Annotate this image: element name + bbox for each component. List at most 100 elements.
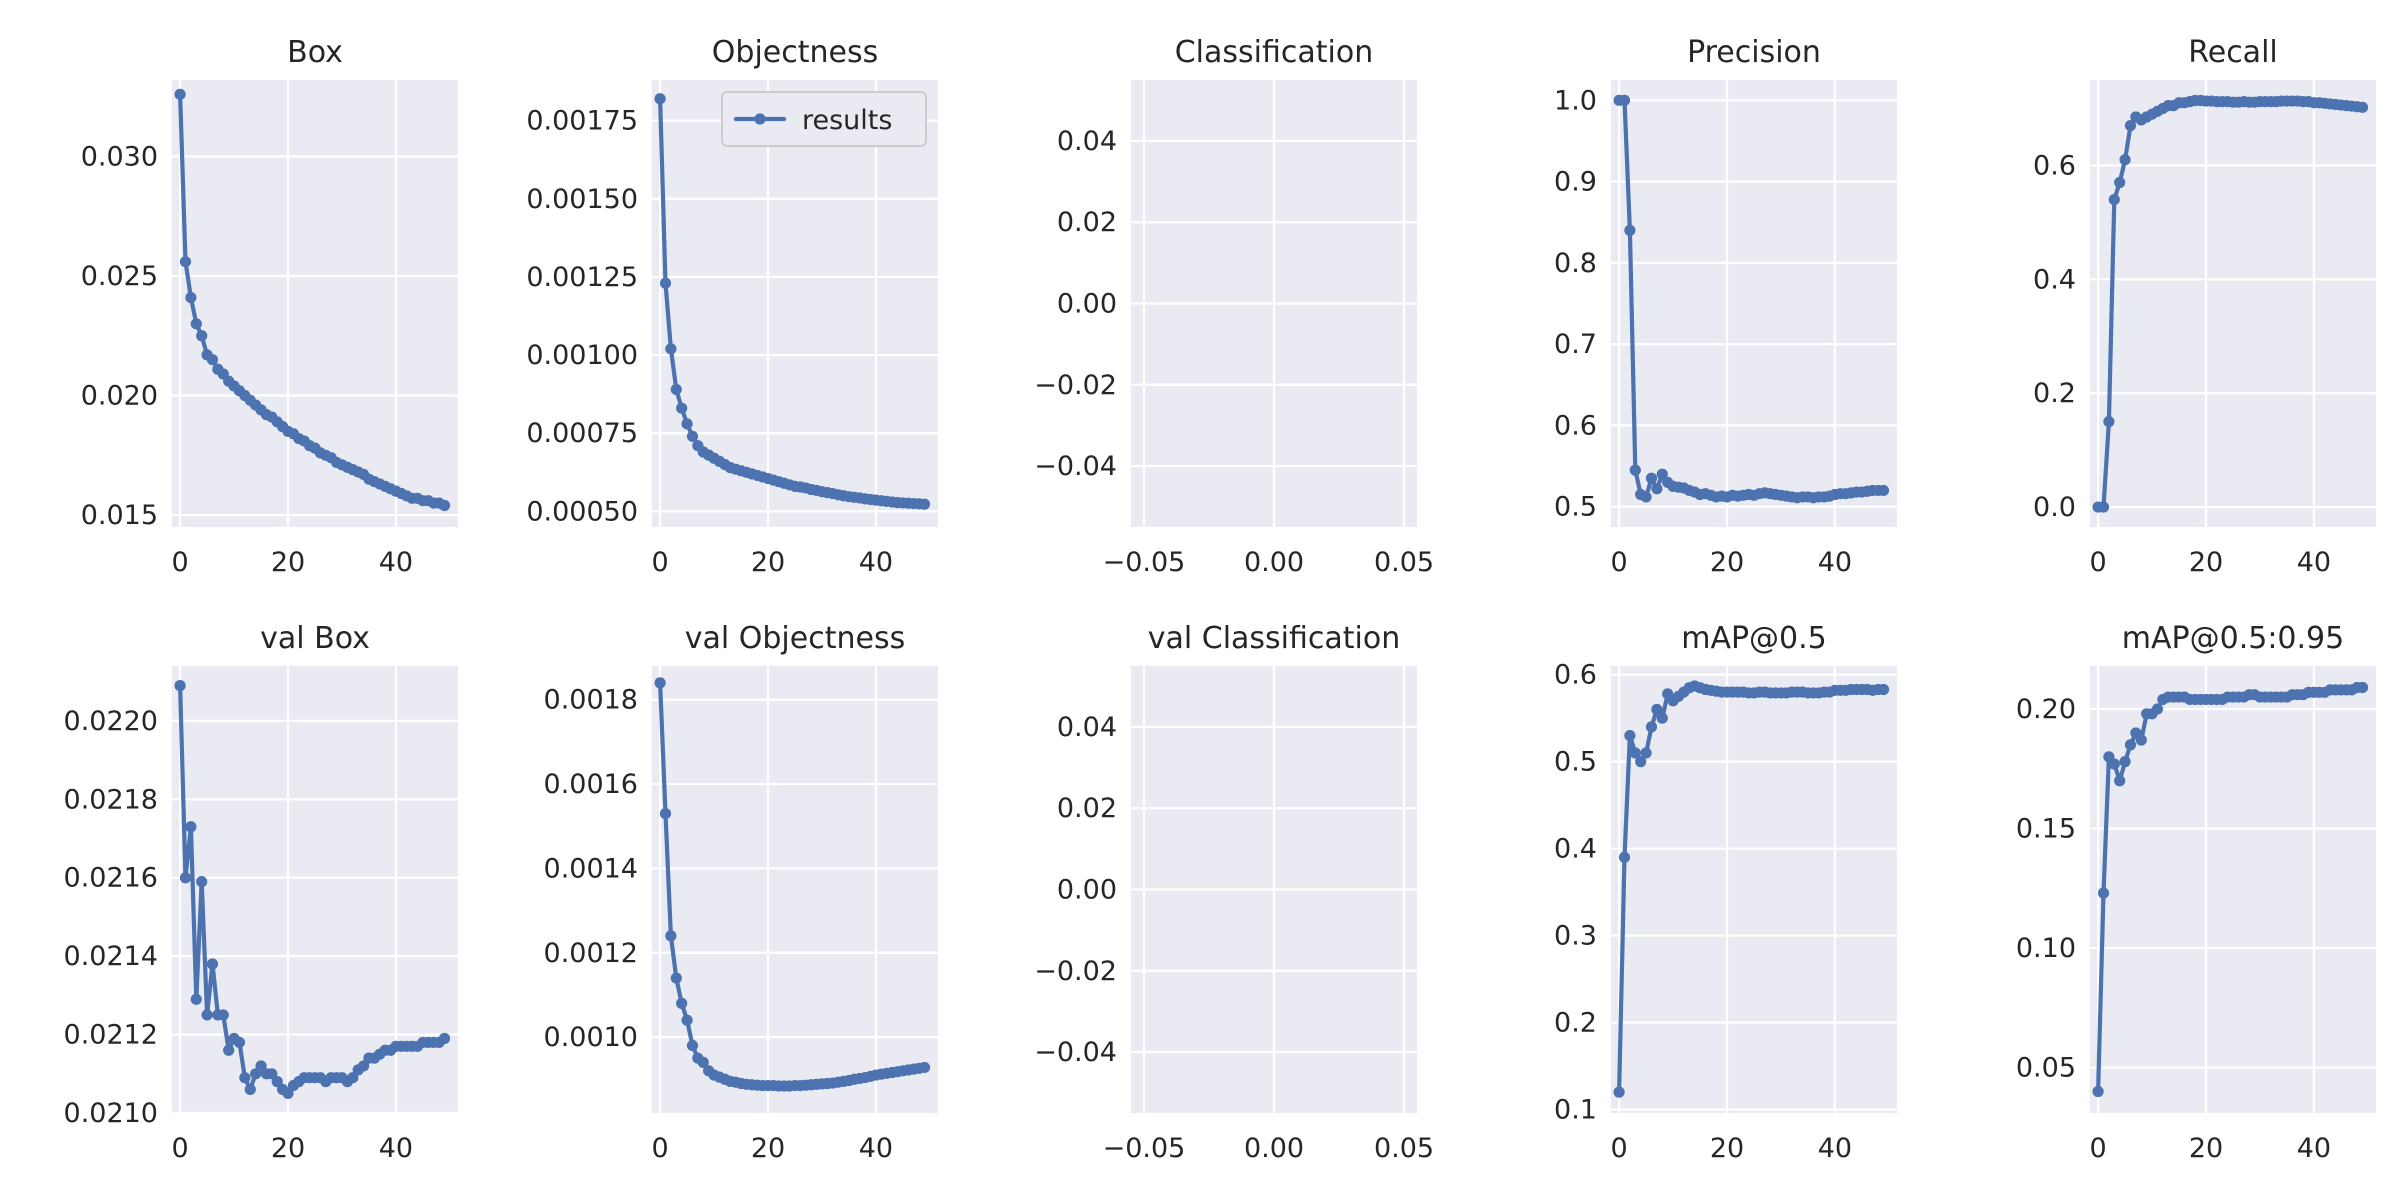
data-point (255, 1060, 267, 1072)
y-tick-label: 1.0 (1554, 85, 1597, 116)
data-point (2124, 739, 2137, 751)
data-point (266, 1068, 278, 1080)
data-point (676, 997, 688, 1009)
x-tick-label: 0.00 (1244, 547, 1304, 578)
x-tick-label: 20 (271, 1133, 305, 1164)
data-point (2108, 758, 2120, 770)
y-tick-label: 0.02 (1057, 793, 1117, 824)
data-point (1629, 464, 1641, 476)
y-tick-label: −0.02 (1034, 370, 1117, 401)
x-tick-label: 20 (1710, 1133, 1744, 1164)
data-point (1624, 224, 1636, 236)
data-point (174, 680, 186, 692)
data-point (1877, 683, 1890, 696)
data-point (201, 1009, 213, 1021)
plot-area (652, 666, 938, 1113)
plot-area (1611, 80, 1897, 527)
data-point (1651, 703, 1663, 716)
y-tick-label: 0.0012 (544, 938, 638, 969)
data-point (206, 958, 219, 970)
data-point (179, 872, 192, 884)
data-point (206, 354, 219, 366)
subplot-title: mAP@0.5:0.95 (2122, 621, 2344, 656)
x-tick-label: 40 (2297, 1133, 2331, 1164)
y-tick-label: 0.1 (1554, 1095, 1597, 1126)
y-tick-label: −0.04 (1034, 451, 1117, 482)
y-tick-label: 0.10 (2016, 933, 2076, 964)
y-tick-label: 0.0212 (64, 1020, 158, 1051)
x-tick-label: 20 (2189, 1133, 2223, 1164)
x-tick-label: 0.05 (1374, 547, 1434, 578)
data-point (1624, 729, 1636, 742)
data-point (223, 1044, 235, 1056)
y-tick-label: 0.0016 (544, 769, 638, 800)
y-tick-label: 0.2 (2033, 378, 2076, 409)
data-point (2124, 119, 2137, 132)
data-point (185, 821, 197, 833)
plot-area (652, 80, 938, 527)
y-tick-label: 0.00050 (526, 496, 638, 527)
data-point (250, 1068, 262, 1080)
y-tick-label: 0.020 (81, 381, 158, 412)
data-point (185, 291, 197, 304)
subplot-title: val Objectness (685, 621, 905, 656)
y-tick-label: 0.6 (2033, 150, 2076, 181)
data-point (681, 418, 693, 430)
data-point (2108, 193, 2120, 206)
subplot-10: 0 20 40 0.05 0.10 0.15 0.20 mAP@0.5:0.95 (2016, 621, 2376, 1164)
y-tick-label: 0.015 (81, 500, 158, 531)
subplot-4: 0 20 40 0.5 0.6 0.7 0.8 0.9 1.0 Precision (1554, 35, 1897, 578)
y-tick-label: 0.0210 (64, 1098, 158, 1129)
x-tick-label: 0 (1611, 547, 1628, 578)
data-point (1656, 468, 1668, 480)
x-tick-label: 20 (1710, 547, 1744, 578)
y-tick-label: 0.0014 (544, 853, 638, 884)
y-tick-label: 0.0 (2033, 492, 2076, 523)
x-tick-label: 40 (1818, 1133, 1852, 1164)
y-tick-label: 0.0018 (544, 685, 638, 716)
y-tick-label: 0.00 (1057, 289, 1117, 320)
subplot-title: Objectness (712, 35, 878, 70)
plot-area (172, 80, 458, 527)
data-point (1613, 1086, 1625, 1098)
data-point (665, 343, 677, 355)
data-point (686, 430, 699, 442)
legend-box (721, 91, 927, 147)
x-tick-label: 40 (379, 1133, 413, 1164)
y-tick-label: 0.4 (1554, 834, 1597, 865)
y-tick-label: 0.025 (81, 261, 158, 292)
plot-area (172, 666, 458, 1113)
y-tick-label: 0.0010 (544, 1022, 638, 1053)
data-point (174, 88, 186, 100)
subplot-6: 0 20 40 0.0210 0.0212 0.0214 0.0216 0.0218 0.022… (64, 621, 458, 1164)
data-point (1645, 472, 1658, 484)
subplot-title: Box (287, 35, 343, 70)
data-point (2119, 154, 2131, 166)
data-point (179, 256, 192, 268)
y-tick-label: 0.5 (1554, 747, 1597, 778)
plot-area (1611, 666, 1897, 1113)
data-point (239, 1072, 251, 1084)
legend: results (721, 91, 927, 147)
data-point (233, 1036, 246, 1049)
y-tick-label: 0.5 (1554, 492, 1597, 523)
y-tick-label: 0.0218 (64, 784, 158, 815)
data-point (670, 972, 682, 984)
x-tick-label: 0 (2090, 547, 2107, 578)
x-tick-label: 40 (379, 547, 413, 578)
data-point (918, 1061, 931, 1074)
plot-area (2090, 80, 2376, 527)
y-tick-label: 0.20 (2016, 694, 2076, 725)
y-tick-label: 0.05 (2016, 1053, 2076, 1084)
data-point (282, 1087, 294, 1099)
y-tick-label: 0.7 (1554, 329, 1597, 360)
x-tick-label: 20 (271, 547, 305, 578)
data-point (1629, 747, 1641, 759)
data-point (2151, 703, 2164, 715)
subplot-9: 0 20 40 0.1 0.2 0.3 0.4 0.5 0.6 mAP@0.5 (1554, 621, 1897, 1164)
x-tick-label: 40 (1818, 547, 1852, 578)
y-tick-label: 0.04 (1057, 126, 1117, 157)
data-point (357, 1060, 370, 1072)
y-tick-label: 0.8 (1554, 248, 1597, 279)
